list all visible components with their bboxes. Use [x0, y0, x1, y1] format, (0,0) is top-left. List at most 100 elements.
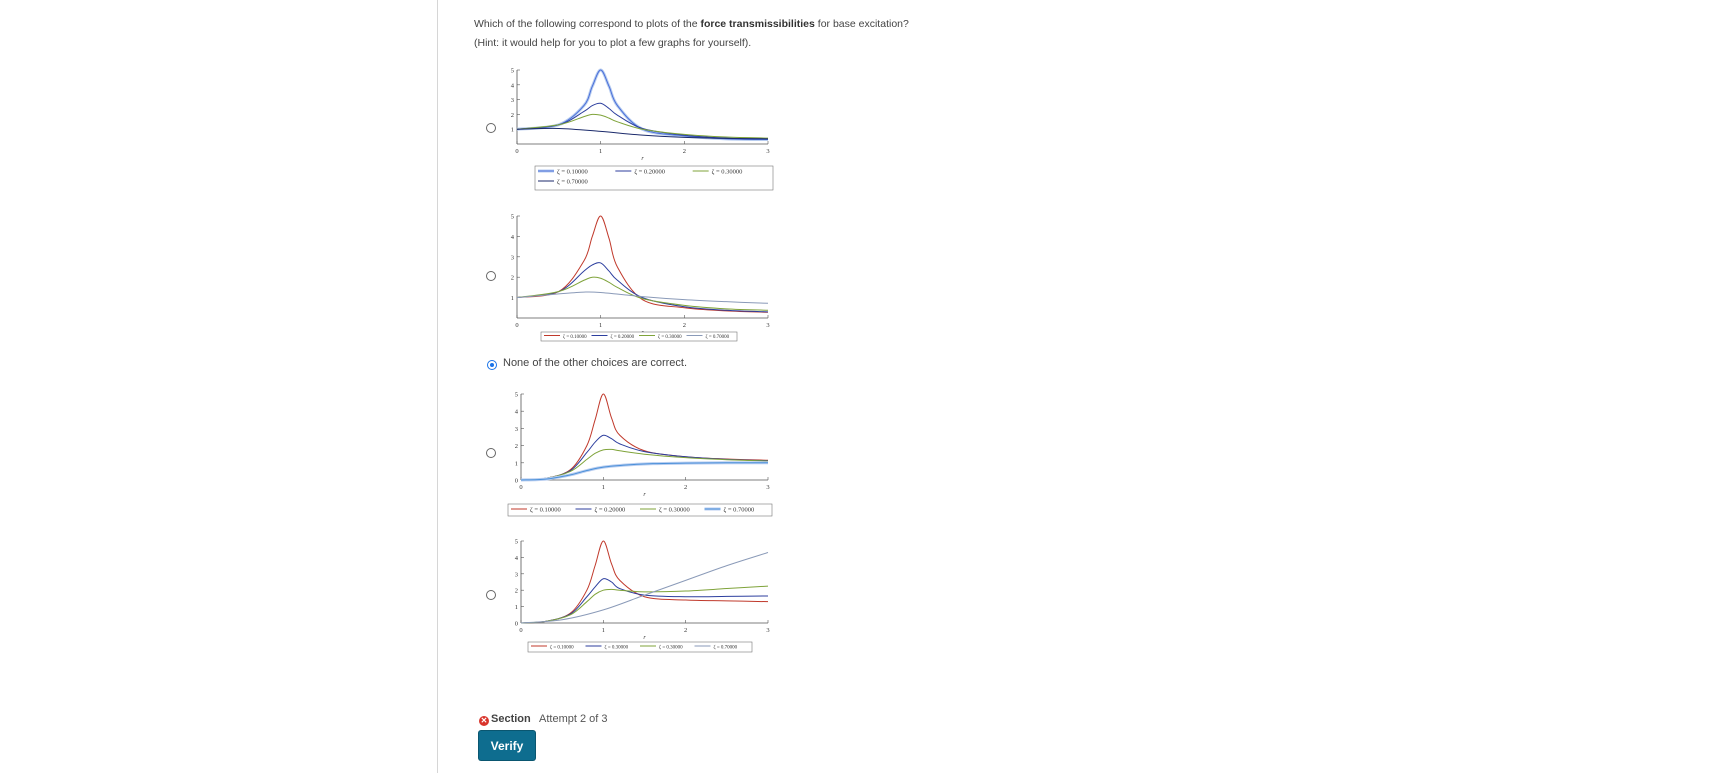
choice-5-radio[interactable] [486, 590, 496, 600]
series-line-1 [516, 69, 769, 141]
error-icon: ✕ [479, 716, 489, 726]
legend-box [527, 641, 753, 653]
choice-2-radio[interactable] [486, 271, 496, 281]
verify-button[interactable]: Verify [479, 731, 535, 760]
chart-3-svg: 0 1 2 3 4 5 0 1 2 3 r ζ = 0.10000 ζ = 0.20000 ζ = 0.3… [507, 392, 773, 517]
x-tick-label: 0 [515, 148, 518, 155]
series-line-1 [520, 393, 769, 481]
content-left-border [437, 0, 438, 773]
legend-label: ζ = 0.10000 [550, 645, 574, 651]
legend-label: ζ = 0.20000 [634, 169, 665, 176]
x-tick-label: 0 [519, 484, 522, 491]
legend-label: ζ = 0.10000 [563, 334, 587, 340]
legend-box [534, 165, 774, 191]
legend-label: ζ = 0.30000 [605, 645, 629, 651]
y-tick-label: 3 [511, 254, 514, 261]
legend-label: ζ = 0.30000 [659, 507, 690, 514]
x-tick-label: 2 [683, 322, 686, 329]
y-tick-label: 1 [515, 604, 518, 611]
choice-3-label[interactable]: None of the other choices are correct. [503, 357, 688, 369]
y-tick-label: 3 [515, 571, 518, 578]
choice-3-radio[interactable] [487, 360, 497, 370]
y-tick-label: 4 [511, 234, 515, 241]
x-tick-label: 3 [766, 484, 769, 491]
legend-label: ζ = 0.10000 [557, 169, 588, 176]
y-tick-label: 5 [515, 392, 518, 399]
y-tick-label: 4 [511, 82, 515, 89]
y-tick-label: 2 [511, 112, 514, 119]
section-status: ✕ Section [479, 713, 531, 726]
y-tick-label: 3 [515, 426, 518, 433]
y-tick-label: 1 [511, 295, 514, 302]
y-tick-label: 1 [515, 460, 518, 467]
y-tick-label: 0 [515, 478, 518, 485]
series-line-2 [520, 434, 769, 481]
question-prefix: Which of the following correspond to plo… [474, 18, 701, 30]
y-tick-label: 2 [515, 443, 518, 450]
series-line-2 [516, 262, 769, 313]
section-label-text: Section [491, 713, 531, 725]
y-tick-label: 5 [515, 539, 518, 546]
legend-label: ζ = 0.70000 [706, 334, 730, 340]
x-axis-label: r [641, 156, 644, 162]
choice-4-plot: 0 1 2 3 4 5 0 1 2 3 r ζ = 0.10000 ζ = 0.20000 ζ = 0.3… [505, 390, 775, 518]
series-line-3 [520, 585, 769, 624]
x-axis-label: r [643, 492, 646, 498]
x-tick-label: 3 [766, 627, 769, 634]
legend-label: ζ = 0.10000 [530, 507, 561, 514]
x-tick-label: 2 [684, 627, 687, 634]
series-line-4 [516, 127, 769, 140]
question-text: Which of the following correspond to plo… [474, 18, 909, 31]
legend-label: ζ = 0.70000 [557, 179, 588, 186]
series-line-4 [516, 291, 769, 304]
x-tick-label: 3 [766, 148, 769, 155]
legend-label: ζ = 0.30000 [658, 334, 682, 340]
choice-1-plot: 1 2 3 4 5 0 1 2 3 r ζ = 0.10000 ζ = 0.20000 ζ = 0.30… [505, 62, 775, 194]
chart-4-svg: 0 1 2 3 4 5 0 1 2 3 r ζ = 0.10000 ζ = 0.30000 ζ = 0.3… [515, 539, 770, 653]
series-line-1 [516, 215, 769, 313]
series-line-3 [516, 113, 769, 139]
choice-5-plot: 0 1 2 3 4 5 0 1 2 3 r ζ = 0.10000 ζ = 0.30000 ζ = 0.3… [505, 535, 775, 657]
x-axis-label: r [643, 635, 646, 641]
y-tick-label: 1 [511, 127, 514, 134]
legend-label: ζ = 0.70000 [724, 507, 755, 514]
chart-1-svg: 1 2 3 4 5 0 1 2 3 r ζ = 0.10000 ζ = 0.20000 ζ = 0.30… [511, 68, 774, 191]
x-tick-label: 0 [519, 627, 522, 634]
x-tick-label: 1 [599, 322, 602, 329]
legend-box [540, 331, 738, 342]
x-tick-label: 0 [515, 322, 518, 329]
series-line-2 [520, 578, 769, 624]
attempt-counter: Attempt 2 of 3 [539, 713, 608, 725]
legend-label: ζ = 0.30000 [659, 645, 683, 651]
y-tick-label: 0 [515, 621, 518, 628]
legend-label: ζ = 0.20000 [595, 507, 626, 514]
y-tick-label: 2 [515, 588, 518, 595]
choice-4-radio[interactable] [486, 448, 496, 458]
series-line-4 [520, 552, 769, 624]
series-line-1 [520, 540, 769, 624]
choice-1-radio[interactable] [486, 123, 496, 133]
x-tick-label: 1 [602, 627, 605, 634]
x-tick-label: 2 [684, 484, 687, 491]
y-tick-label: 5 [511, 214, 514, 221]
series-line-3 [516, 276, 769, 311]
x-tick-label: 3 [766, 322, 769, 329]
y-tick-label: 3 [511, 97, 514, 104]
x-tick-label: 2 [683, 148, 686, 155]
x-tick-label: 1 [599, 148, 602, 155]
series-line-3 [520, 448, 769, 481]
legend-box [507, 503, 773, 517]
question-suffix: for base excitation? [814, 18, 909, 30]
legend-label: ζ = 0.30000 [712, 169, 743, 176]
y-tick-label: 4 [515, 409, 519, 416]
y-tick-label: 2 [511, 275, 514, 282]
x-tick-label: 1 [602, 484, 605, 491]
question-bold-term: force transmissibilities [700, 18, 815, 30]
y-tick-label: 4 [515, 555, 519, 562]
series-line-2 [516, 102, 769, 140]
series-line-4 [520, 462, 769, 481]
legend-label: ζ = 0.20000 [611, 334, 635, 340]
legend-label: ζ = 0.70000 [714, 645, 738, 651]
